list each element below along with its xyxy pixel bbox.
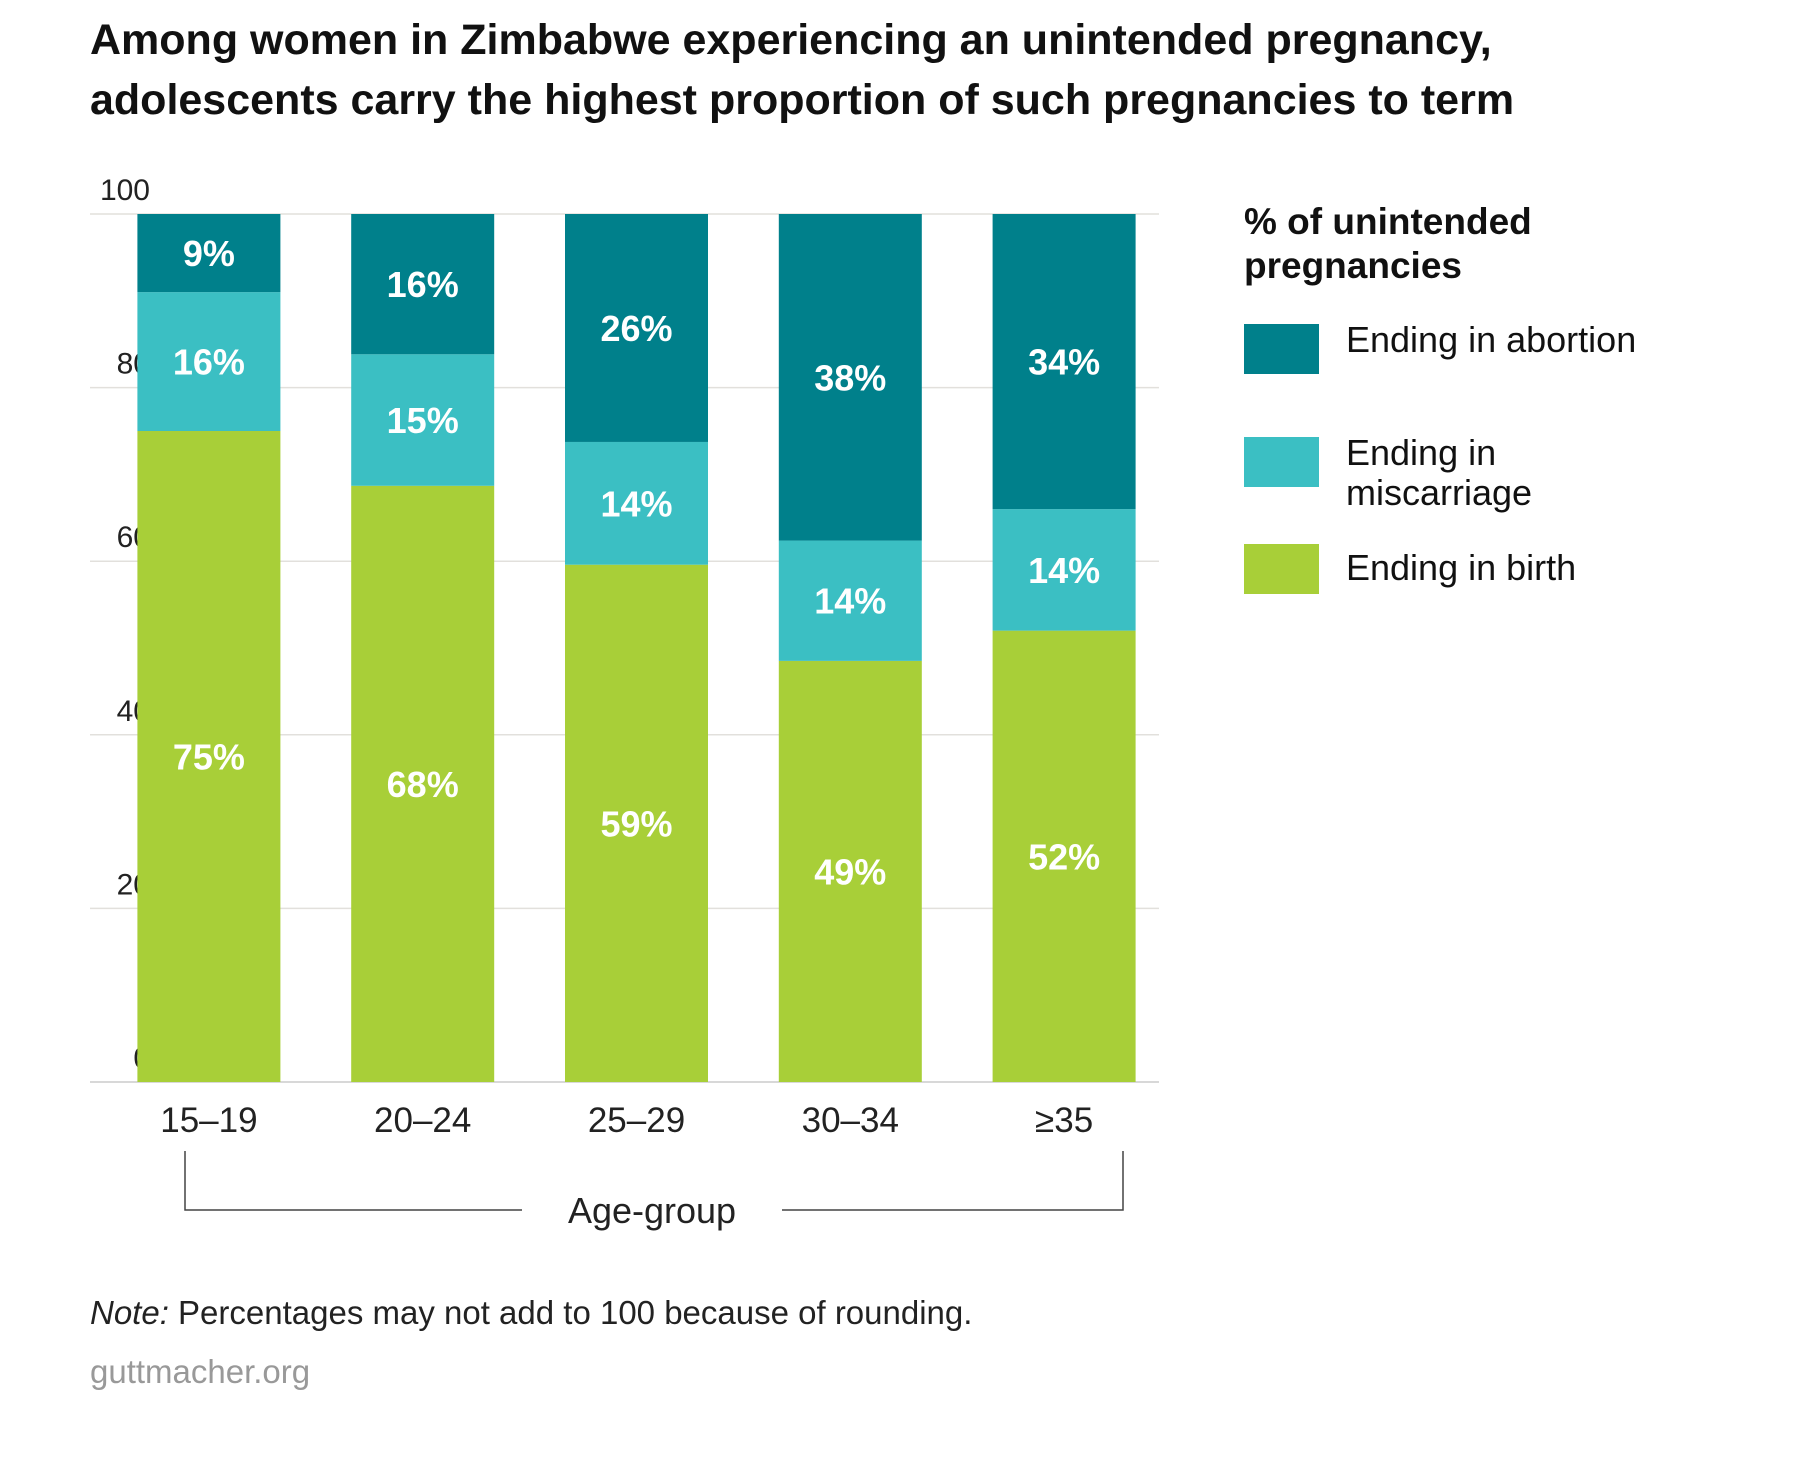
data-label: 52% <box>1028 836 1100 877</box>
legend-title: % of unintended pregnancies <box>1244 201 1532 286</box>
bar-segment-abortion <box>351 214 495 355</box>
chart-title-line: Among women in Zimbabwe experiencing an … <box>90 16 1492 64</box>
note-text: Percentages may not add to 100 because o… <box>168 1294 973 1331</box>
x-tick-label: 15–19 <box>160 1101 257 1140</box>
data-label: 34% <box>1028 342 1100 383</box>
bar-segment-birth <box>778 660 922 1082</box>
data-label: 9% <box>183 233 235 274</box>
data-label: 15% <box>387 400 459 441</box>
legend-swatch-abortion <box>1244 324 1319 374</box>
legend-swatch-miscarriage <box>1244 437 1319 487</box>
bar-segment-abortion <box>778 214 922 541</box>
data-label: 68% <box>387 764 459 805</box>
legend-label: Ending in birth <box>1346 547 1577 588</box>
chart-title-line: adolescents carry the highest proportion… <box>90 76 1515 124</box>
legend-swatch-birth <box>1244 544 1319 594</box>
bar-segment-abortion <box>992 214 1136 510</box>
y-tick-label: 100 <box>100 174 150 207</box>
bar-segment-miscarriage <box>137 292 281 431</box>
legend: % of unintended pregnancies Ending in ab… <box>1244 200 1644 594</box>
bar-segment-miscarriage <box>351 354 495 486</box>
data-label: 75% <box>173 737 245 778</box>
data-label: 16% <box>173 342 245 383</box>
x-axis-bracket <box>184 1151 1124 1211</box>
data-label: 14% <box>600 483 672 524</box>
data-label: 38% <box>814 357 886 398</box>
note-label: Note: <box>90 1294 169 1331</box>
bar-segment-miscarriage <box>992 509 1136 631</box>
x-axis-label: Age-group <box>568 1190 736 1231</box>
bar-segment-birth <box>992 630 1136 1082</box>
footnote: Note: Percentages may not add to 100 bec… <box>90 1294 972 1332</box>
chart-title: Among women in Zimbabwe experiencing an … <box>90 10 1790 130</box>
data-label: 14% <box>1028 550 1100 591</box>
x-tick-label: 25–29 <box>588 1101 685 1140</box>
x-tick-label: 30–34 <box>802 1101 899 1140</box>
legend-label: Ending in miscarriage <box>1346 432 1533 513</box>
bar-segment-birth <box>565 564 708 1082</box>
data-label: 59% <box>600 803 672 844</box>
data-label: 26% <box>600 308 672 349</box>
x-tick-label: ≥35 <box>1035 1101 1093 1140</box>
data-label: 16% <box>387 264 459 305</box>
x-tick-label: 20–24 <box>374 1101 471 1140</box>
bar-segment-birth <box>351 485 495 1082</box>
bar-segment-birth <box>137 431 281 1082</box>
bar-segment-abortion <box>565 214 708 442</box>
bar-segment-miscarriage <box>778 540 922 661</box>
legend-label: Ending in abortion <box>1346 319 1637 360</box>
source-credit: guttmacher.org <box>90 1353 311 1390</box>
bar-segment-miscarriage <box>565 441 708 565</box>
data-label: 14% <box>814 581 886 622</box>
bar-segment-abortion <box>137 214 281 293</box>
data-label: 49% <box>814 851 886 892</box>
